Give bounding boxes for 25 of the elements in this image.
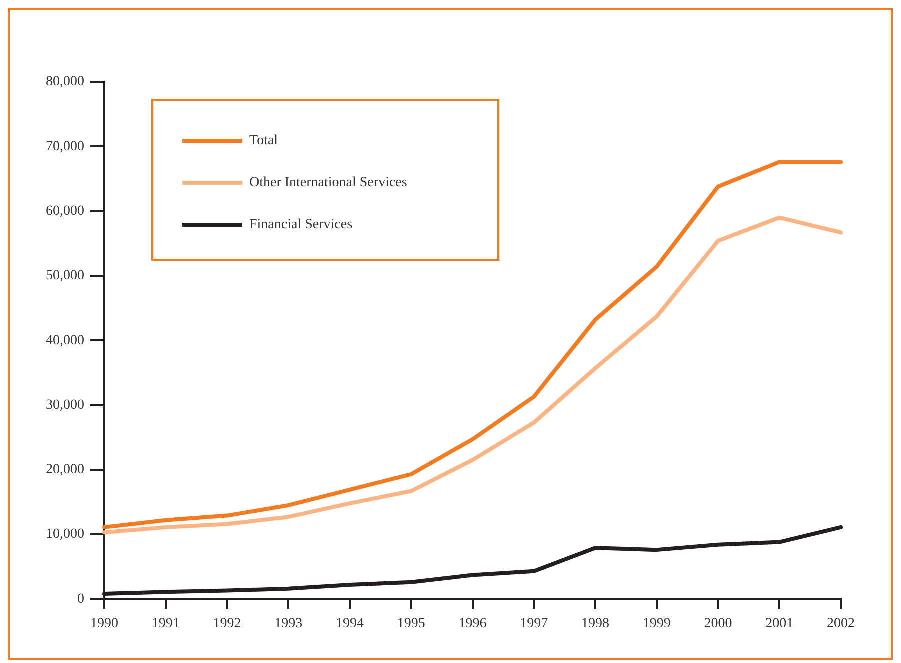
x-tick-label: 1997 — [520, 616, 548, 632]
legend-label: Financial Services — [250, 218, 353, 233]
y-tick-label: 50,000 — [46, 268, 84, 284]
y-tick-label: 40,000 — [46, 333, 84, 348]
y-tick-label: 10,000 — [46, 527, 84, 542]
x-tick-label: 1990 — [90, 616, 118, 632]
y-tick-label: 70,000 — [46, 139, 84, 154]
x-tick-label: 2000 — [704, 616, 732, 632]
y-tick-label: 30,000 — [46, 398, 84, 413]
y-tick-label: 60,000 — [46, 204, 84, 219]
x-tick-label: 2001 — [766, 616, 794, 632]
y-tick-label: 20,000 — [46, 462, 84, 478]
x-tick-label: 1998 — [582, 616, 610, 632]
x-tick-label: 1992 — [213, 616, 242, 632]
legend-label: Total — [250, 134, 278, 149]
x-tick-label: 2002 — [827, 616, 855, 632]
x-tick-label: 1996 — [458, 616, 487, 632]
x-tick-label: 1999 — [642, 616, 671, 632]
legend-label: Other International Services — [250, 176, 408, 191]
y-tick-label: 80,000 — [46, 74, 84, 90]
x-tick-label: 1993 — [274, 616, 303, 632]
x-tick-label: 1991 — [152, 616, 180, 632]
x-tick-label: 1994 — [336, 616, 364, 632]
y-tick-label: 0 — [78, 592, 84, 607]
x-tick-label: 1995 — [397, 616, 426, 632]
